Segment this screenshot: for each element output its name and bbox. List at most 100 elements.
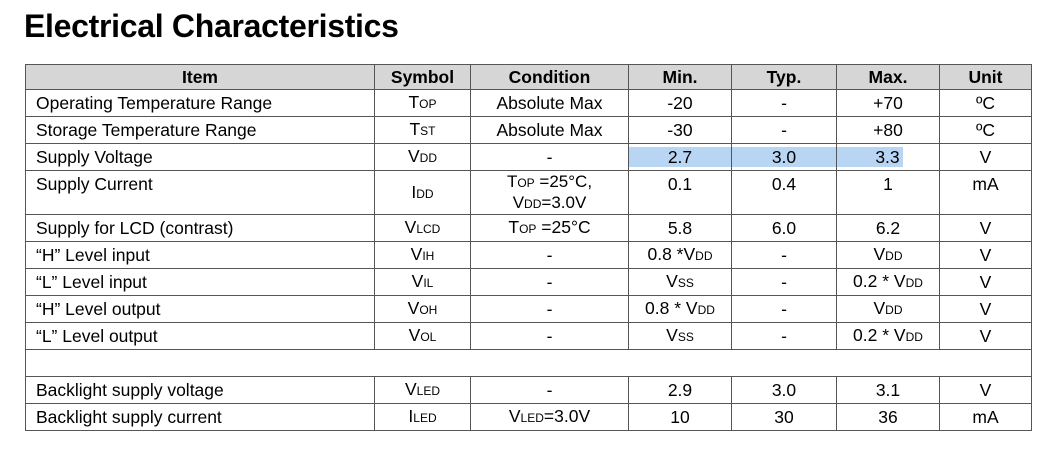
min-cell: 5.8 [628, 214, 732, 242]
condition-cell: Absolute Max [470, 116, 629, 144]
typ-cell: 3.0 [731, 143, 837, 171]
table-row: Operating Temperature Range TOP Absolute… [25, 89, 1032, 117]
unit-cell: V [939, 295, 1032, 323]
max-cell: +80 [836, 116, 940, 144]
condition-cell: TOP =25°C, VDD=3.0V [470, 170, 629, 215]
header-typ: Typ. [731, 64, 837, 90]
header-condition: Condition [470, 64, 629, 90]
unit-cell: ºC [939, 89, 1032, 117]
max-cell: 36 [836, 403, 940, 431]
min-cell: 10 [628, 403, 732, 431]
table-row: Supply Voltage VDD - 2.7 3.0 3.3 V [25, 143, 1032, 171]
item-cell: Supply for LCD (contrast) [25, 214, 375, 242]
condition-cell: TOP =25°C [470, 214, 629, 242]
unit-cell: V [939, 143, 1032, 171]
symbol-cell: VDD [374, 143, 471, 171]
item-cell: “H” Level input [25, 241, 375, 269]
header-unit: Unit [939, 64, 1032, 90]
typ-cell: - [731, 295, 837, 323]
min-cell: -20 [628, 89, 732, 117]
table-row: “H” Level input VIH - 0.8 *VDD - VDD V [25, 241, 1032, 269]
item-cell: Supply Voltage [25, 143, 375, 171]
item-cell: “H” Level output [25, 295, 375, 323]
max-cell: 0.2 * VDD [836, 268, 940, 296]
max-cell: VDD [836, 241, 940, 269]
condition-cell: - [470, 322, 629, 350]
condition-cell: - [470, 241, 629, 269]
typ-cell: - [731, 116, 837, 144]
unit-cell: ºC [939, 116, 1032, 144]
header-symbol: Symbol [374, 64, 471, 90]
max-cell: 6.2 [836, 214, 940, 242]
table-row: Supply Current IDD TOP =25°C, VDD=3.0V 0… [25, 170, 1032, 215]
item-cell: “L” Level output [25, 322, 375, 350]
item-cell: “L” Level input [25, 268, 375, 296]
max-cell: 3.1 [836, 376, 940, 404]
symbol-cell: VOH [374, 295, 471, 323]
max-cell: 1 [836, 170, 940, 215]
header-min: Min. [628, 64, 732, 90]
typ-cell: 30 [731, 403, 837, 431]
max-cell: 0.2 * VDD [836, 322, 940, 350]
header-max: Max. [836, 64, 940, 90]
condition-cell: - [470, 376, 629, 404]
max-cell: +70 [836, 89, 940, 117]
condition-cell: Absolute Max [470, 89, 629, 117]
symbol-cell: TOP [374, 89, 471, 117]
text-selection-highlight: 3.3 [836, 147, 903, 167]
unit-cell: V [939, 268, 1032, 296]
table-row: Backlight supply voltage VLED - 2.9 3.0 … [25, 376, 1032, 404]
electrical-characteristics-table: Item Symbol Condition Min. Typ. Max. Uni… [25, 64, 1032, 431]
typ-cell: - [731, 268, 837, 296]
min-cell: -30 [628, 116, 732, 144]
table-row: Supply for LCD (contrast) VLCD TOP =25°C… [25, 214, 1032, 242]
symbol-cell: VOL [374, 322, 471, 350]
min-cell: 2.7 [628, 143, 732, 171]
symbol-cell: TST [374, 116, 471, 144]
symbol-cell: VLCD [374, 214, 471, 242]
condition-cell: VLED=3.0V [470, 403, 629, 431]
item-cell: Supply Current [25, 170, 375, 215]
min-cell: VSS [628, 268, 732, 296]
typ-cell: 6.0 [731, 214, 837, 242]
table-row: “H” Level output VOH - 0.8 * VDD - VDD V [25, 295, 1032, 323]
typ-cell: - [731, 89, 837, 117]
header-row: Item Symbol Condition Min. Typ. Max. Uni… [25, 64, 1032, 90]
table-row: “L” Level input VIL - VSS - 0.2 * VDD V [25, 268, 1032, 296]
header-item: Item [25, 64, 375, 90]
table-row: “L” Level output VOL - VSS - 0.2 * VDD V [25, 322, 1032, 350]
table-row: Storage Temperature Range TST Absolute M… [25, 116, 1032, 144]
symbol-cell: IDD [374, 170, 471, 215]
item-cell: Backlight supply current [25, 403, 375, 431]
symbol-cell: ILED [374, 403, 471, 431]
typ-cell: - [731, 322, 837, 350]
unit-cell: V [939, 241, 1032, 269]
min-cell: 0.1 [628, 170, 732, 215]
min-cell: 0.8 *VDD [628, 241, 732, 269]
symbol-cell: VIL [374, 268, 471, 296]
typ-cell: - [731, 241, 837, 269]
condition-cell: - [470, 143, 629, 171]
unit-cell: mA [939, 403, 1032, 431]
item-cell: Backlight supply voltage [25, 376, 375, 404]
page-title: Electrical Characteristics [24, 8, 399, 44]
text-selection-highlight: 2.7 [628, 147, 732, 167]
condition-cell: - [470, 268, 629, 296]
typ-cell: 3.0 [731, 376, 837, 404]
unit-cell: V [939, 214, 1032, 242]
table-row: Backlight supply current ILED VLED=3.0V … [25, 403, 1032, 431]
min-cell: 2.9 [628, 376, 732, 404]
max-cell: 3.3 [836, 143, 940, 171]
max-cell: VDD [836, 295, 940, 323]
text-selection-highlight: 3.0 [731, 147, 837, 167]
symbol-cell: VLED [374, 376, 471, 404]
min-cell: 0.8 * VDD [628, 295, 732, 323]
item-cell: Storage Temperature Range [25, 116, 375, 144]
unit-cell: V [939, 376, 1032, 404]
blank-separator-row [25, 349, 1032, 377]
symbol-cell: VIH [374, 241, 471, 269]
item-cell: Operating Temperature Range [25, 89, 375, 117]
unit-cell: V [939, 322, 1032, 350]
condition-cell: - [470, 295, 629, 323]
